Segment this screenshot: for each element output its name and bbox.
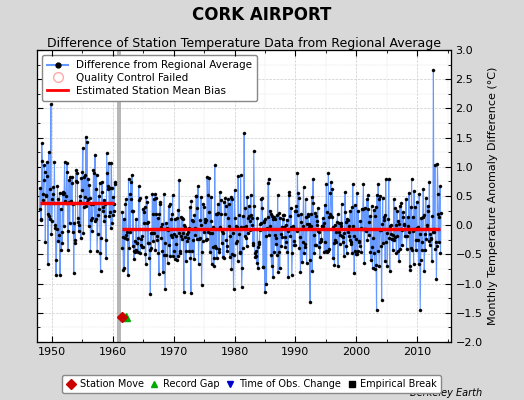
Y-axis label: Monthly Temperature Anomaly Difference (°C): Monthly Temperature Anomaly Difference (…	[488, 67, 498, 325]
Legend: Difference from Regional Average, Quality Control Failed, Estimated Station Mean: Difference from Regional Average, Qualit…	[42, 55, 257, 101]
Legend: Station Move, Record Gap, Time of Obs. Change, Empirical Break: Station Move, Record Gap, Time of Obs. C…	[62, 375, 441, 393]
Title: Difference of Station Temperature Data from Regional Average: Difference of Station Temperature Data f…	[47, 37, 441, 50]
Bar	[117, 50, 121, 342]
Text: Berkeley Earth: Berkeley Earth	[410, 388, 482, 398]
Text: CORK AIRPORT: CORK AIRPORT	[192, 6, 332, 24]
